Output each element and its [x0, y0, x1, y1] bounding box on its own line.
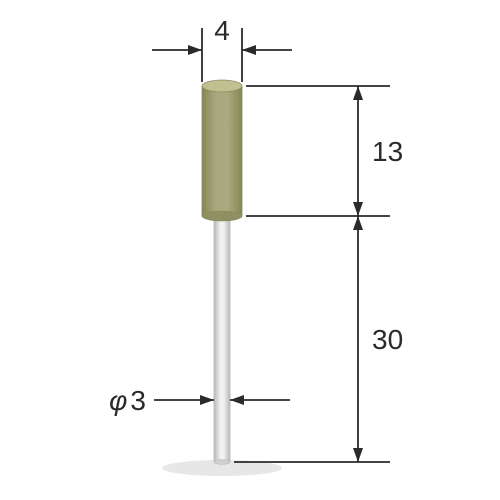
dim-label-head-length: 13 — [372, 136, 403, 167]
grinding-head-top — [202, 80, 242, 92]
dim-label-shaft-length: 30 — [372, 324, 403, 355]
shaft-bottom-cap — [214, 460, 230, 465]
grinding-head-body — [202, 86, 242, 216]
dim-label-shaft-diameter: φ3 — [109, 385, 146, 416]
dim-label-head-diameter: 4 — [214, 15, 230, 46]
shaft-body — [214, 216, 230, 462]
grinding-head-bottom — [202, 211, 242, 221]
